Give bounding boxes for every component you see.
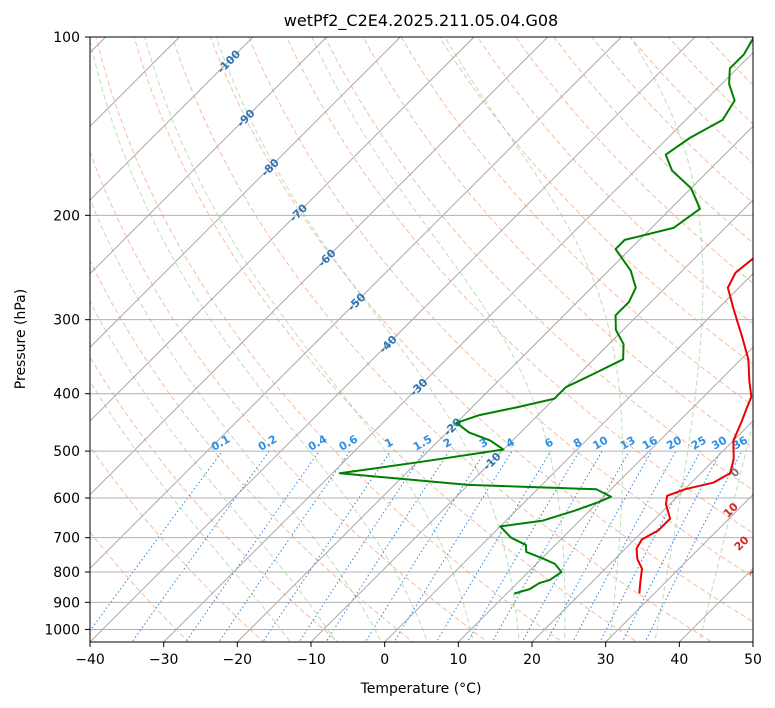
dry-adiabat-line: [90, 259, 414, 642]
isotherm-line: [458, 346, 753, 642]
x-tick-label: −40: [75, 652, 105, 668]
dry-adiabat-line: [362, 37, 753, 449]
moist-adiabat-line: [629, 37, 704, 642]
isotherm-line: [90, 37, 696, 642]
moist-adiabat-label: 30: [747, 562, 767, 582]
x-tick-label: −20: [223, 652, 253, 668]
y-axis-title: Pressure (hPa): [13, 289, 29, 389]
dry-adiabat-line: [210, 37, 753, 623]
x-tick-label: 0: [380, 652, 389, 668]
isotherm-line: [90, 37, 548, 496]
dry-adiabat-line: [90, 356, 339, 642]
isotherm-line: [90, 37, 401, 348]
y-tick-label: 100: [53, 30, 80, 46]
mixing-ratio-line: [644, 450, 743, 642]
y-tick-label: 500: [53, 444, 80, 460]
plot-area: -100-90-80-70-60-50-40-30-20-100.1 0.2 0.4…: [90, 37, 767, 642]
moist-adiabat-line: [144, 37, 474, 642]
dry-adiabat-line: [591, 37, 753, 204]
dry-adiabat-line: [400, 37, 753, 407]
mixing-ratio-line: [131, 450, 270, 642]
isotherm-line: [384, 273, 753, 642]
mixing-ratio-line: [262, 450, 392, 642]
isotherm-line: [90, 37, 622, 569]
mixing-ratio-line: [466, 450, 580, 642]
x-tick-label: 40: [670, 652, 688, 668]
x-tick-label: 10: [449, 652, 467, 668]
plot-frame: [89, 36, 754, 643]
dry-adiabat-line: [324, 37, 753, 491]
moist-adiabat-line: [90, 198, 383, 642]
moist-adiabat-line: [215, 37, 520, 642]
isotherm-line: [237, 125, 753, 642]
dry-adiabat-line: [515, 37, 753, 284]
dry-adiabat-line: [133, 37, 638, 642]
isotherm-line: [163, 52, 753, 642]
mixing-ratio-line: [545, 450, 653, 642]
dry-adiabat-line: [286, 37, 753, 534]
y-tick-label: 900: [53, 595, 80, 611]
mixing-ratio-line: [185, 450, 320, 642]
dry-adiabat-line: [90, 445, 265, 642]
chart-title: wetPf2_C2E4.2025.211.05.04.G08: [284, 11, 558, 31]
x-axis-title: Temperature (°C): [360, 681, 482, 697]
dry-adiabat-line: [95, 37, 564, 642]
dry-adiabat-line: [248, 37, 753, 578]
x-tick-label: 20: [523, 652, 541, 668]
temperature-profile-line: [635, 257, 753, 594]
y-tick-label: 600: [53, 491, 80, 507]
dry-adiabat-line: [90, 150, 489, 642]
moist-adiabat-line: [90, 300, 337, 642]
dry-adiabat-line: [439, 37, 753, 366]
isotherm-line: [90, 37, 475, 422]
isotherm-line: [310, 199, 753, 642]
dry-adiabat-line: [90, 531, 190, 642]
dry-adiabat-line: [171, 37, 713, 642]
mixing-ratio-line: [325, 450, 450, 642]
mixing-ratio-line: [435, 450, 552, 642]
y-tick-label: 400: [53, 387, 80, 403]
isotherm-line: [90, 37, 254, 201]
axis-ticks: −40 −30 −20 −10 0 10 20 30 40 50 100 200 300 400 500 60…: [44, 30, 762, 668]
dewpoint-profile-line: [338, 37, 753, 595]
x-tick-label: 50: [744, 652, 762, 668]
x-tick-label: −30: [149, 652, 179, 668]
y-tick-label: 300: [53, 313, 80, 329]
mixing-ratio-line: [491, 450, 603, 642]
y-tick-label: 200: [53, 208, 80, 224]
y-tick-label: 800: [53, 565, 80, 581]
x-tick-label: 30: [597, 652, 615, 668]
y-tick-label: 1000: [44, 622, 80, 638]
x-tick-label: −10: [296, 652, 326, 668]
isotherm-line: [531, 420, 753, 642]
isotherm-line: [90, 37, 327, 275]
mixing-ratio-line: [298, 450, 425, 642]
y-tick-label: 700: [53, 531, 80, 547]
isotherm-line: [605, 494, 753, 642]
mixing-ratio-line: [218, 450, 351, 642]
